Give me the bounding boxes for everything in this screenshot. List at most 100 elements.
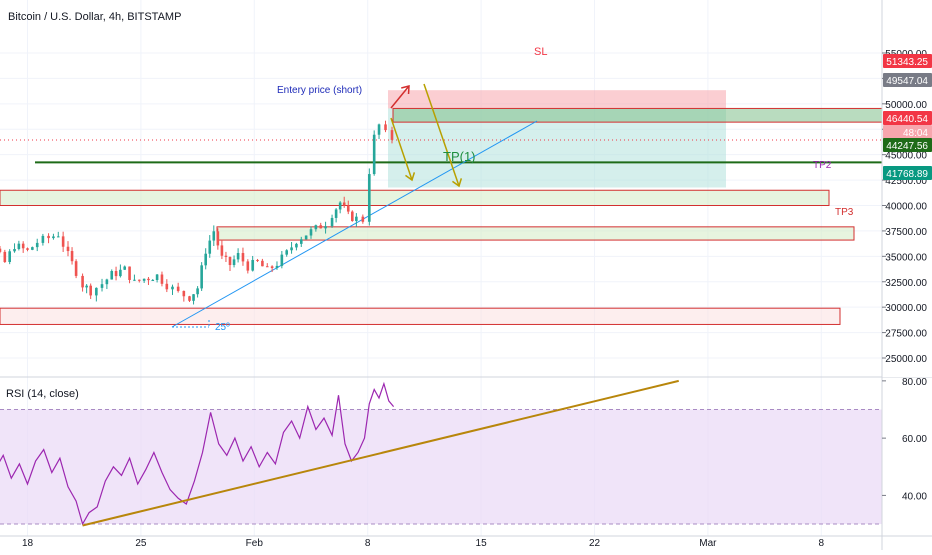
- price-badge: [883, 111, 932, 125]
- y-tick-label: 25000.00: [885, 354, 927, 365]
- y-tick-label: 27500.00: [885, 329, 927, 340]
- x-tick-label: Feb: [246, 538, 264, 549]
- support-zone: [0, 307, 841, 325]
- candle-body: [220, 245, 224, 256]
- candle-body: [13, 248, 16, 252]
- candle-body: [100, 284, 104, 288]
- candle-body: [368, 174, 371, 222]
- annotation-layer: Entery price (short) SL TP(1) TP2 TP3 25º: [215, 46, 854, 333]
- candle-body: [338, 202, 342, 210]
- price-badge: [883, 73, 932, 87]
- candle-body: [275, 265, 279, 269]
- y-tick-label: 30000.00: [885, 303, 927, 314]
- candle-body: [52, 236, 55, 239]
- candle-body: [176, 286, 180, 291]
- annotation-label: 25º: [215, 322, 230, 333]
- candle-body: [70, 251, 74, 262]
- candle-body: [151, 279, 155, 281]
- price-badge-label: 49547.04: [886, 76, 928, 87]
- candle-body: [61, 236, 65, 247]
- candle-body: [208, 240, 212, 254]
- candle-body: [56, 236, 60, 238]
- price-badge: [883, 138, 932, 152]
- candle-body: [212, 231, 216, 241]
- candle-body: [0, 248, 2, 252]
- candle-body: [342, 202, 346, 206]
- candle-body: [330, 217, 334, 227]
- arrow-down-1-head: [405, 172, 416, 182]
- price-badge-label: 41768.89: [886, 169, 928, 180]
- y-tick-label: 32500.00: [885, 278, 927, 289]
- price-badge: [883, 166, 932, 180]
- price-badge-label: 46440.54: [886, 114, 928, 125]
- arrow-up-red: [390, 85, 410, 109]
- candle-body: [41, 235, 45, 243]
- candle-body: [105, 279, 109, 285]
- candle-body: [155, 274, 159, 280]
- candle-body: [309, 229, 313, 236]
- rsi-layer: [0, 379, 882, 527]
- candle-body: [251, 259, 254, 271]
- candle-body: [133, 279, 136, 281]
- rsi-tick-label: 40.00: [902, 491, 927, 502]
- entry-zone: [392, 107, 883, 123]
- candle-body: [137, 279, 141, 281]
- chart-title: Bitcoin / U.S. Dollar, 4h, BITSTAMP: [8, 11, 181, 23]
- candle-body: [160, 274, 164, 284]
- candle-body: [299, 239, 303, 244]
- candle-body: [390, 130, 394, 140]
- arrow-down-2: [423, 83, 460, 187]
- candle-body: [81, 275, 84, 288]
- candle-body: [228, 256, 232, 266]
- candle-body: [355, 216, 358, 221]
- price-badge-label: 51343.25: [886, 57, 928, 68]
- candle-body: [123, 266, 126, 270]
- candle-body: [261, 260, 264, 267]
- candle-body: [200, 265, 203, 289]
- candle-body: [351, 211, 354, 221]
- candle-body: [188, 296, 191, 301]
- candle-body: [66, 246, 70, 252]
- candle-body: [196, 288, 199, 295]
- y-tick-label: 35000.00: [885, 252, 927, 263]
- rsi-line: [0, 381, 395, 526]
- arrow-down-2-head: [452, 178, 463, 188]
- candle-body: [324, 226, 327, 229]
- candle-body: [26, 248, 29, 250]
- annotation-label: SL: [534, 46, 547, 58]
- y-tick-label: 45000.00: [885, 151, 927, 162]
- y-tick-label: 37500.00: [885, 227, 927, 238]
- candle-body: [295, 243, 298, 248]
- price-badge-label: 48:04: [903, 128, 928, 139]
- candle-body: [216, 231, 220, 246]
- annotation-label: TP3: [835, 207, 854, 218]
- candle-body: [128, 266, 131, 280]
- candle-body: [165, 283, 169, 290]
- candle-body: [256, 259, 259, 261]
- candle-body: [95, 287, 98, 296]
- annotation-label: Entery price (short): [277, 85, 362, 96]
- candle-body: [377, 124, 381, 135]
- candle-body: [3, 251, 7, 263]
- candle-body: [21, 243, 25, 249]
- price-badge: [883, 54, 932, 68]
- y-tick-label: 50000.00: [885, 100, 927, 111]
- candle-body: [182, 290, 186, 297]
- y-tick-label: 40000.00: [885, 202, 927, 213]
- candle-body: [224, 255, 228, 257]
- candle-body: [171, 286, 174, 290]
- candle-body: [114, 271, 118, 277]
- candle-body: [314, 225, 318, 230]
- candle-body: [17, 243, 21, 249]
- candle-body: [265, 266, 269, 268]
- sl-zone: [388, 90, 726, 109]
- candle-body: [147, 278, 150, 281]
- tp2-zone: [0, 189, 830, 206]
- candle-body: [74, 261, 78, 276]
- candle-body: [246, 261, 250, 271]
- candle-body: [236, 253, 240, 260]
- candle-body: [384, 124, 387, 131]
- x-tick-label: 18: [22, 538, 34, 549]
